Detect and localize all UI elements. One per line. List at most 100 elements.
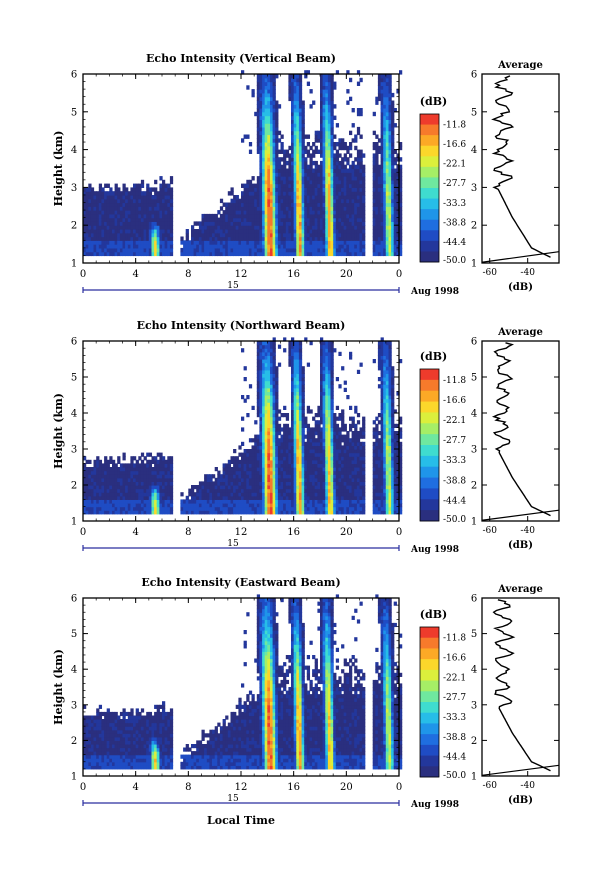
echo-cell xyxy=(133,183,137,188)
echo-cell xyxy=(296,423,300,428)
echo-cell xyxy=(259,100,263,105)
echo-cell xyxy=(259,474,263,479)
echo-cell xyxy=(188,240,192,245)
echo-cell xyxy=(296,503,300,508)
echo-cell xyxy=(267,441,271,446)
echo-cell xyxy=(259,380,263,385)
echo-cell xyxy=(359,168,363,173)
echo-cell xyxy=(293,145,297,151)
echo-cell xyxy=(219,213,224,219)
echo-cell xyxy=(306,198,311,204)
echo-cell xyxy=(298,341,303,346)
echo-cell xyxy=(162,485,166,490)
echo-cell xyxy=(259,395,263,400)
echo-cell xyxy=(143,251,147,257)
echo-cell xyxy=(114,477,118,482)
echo-cell xyxy=(270,481,274,486)
echo-cell xyxy=(241,229,245,234)
echo-cell xyxy=(293,413,297,418)
echo-cell xyxy=(383,104,387,109)
echo-cell xyxy=(159,210,163,215)
echo-cell xyxy=(285,503,290,508)
echo-cell xyxy=(154,251,158,257)
echo-cell xyxy=(85,210,89,215)
echo-cell xyxy=(272,506,276,511)
echo-cell xyxy=(296,351,300,356)
echo-cell xyxy=(275,100,279,105)
echo-cell xyxy=(288,179,292,185)
echo-cell xyxy=(296,198,300,204)
echo-cell xyxy=(293,157,297,162)
echo-cell xyxy=(241,236,245,241)
echo-cell xyxy=(256,380,261,385)
echo-cell xyxy=(259,85,263,90)
echo-cell xyxy=(272,149,276,154)
echo-cell xyxy=(167,240,171,245)
echo-cell xyxy=(304,195,308,200)
echo-cell xyxy=(98,506,103,511)
echo-cell xyxy=(156,459,160,464)
echo-cell xyxy=(112,221,116,226)
echo-cell xyxy=(148,452,153,457)
echo-cell xyxy=(325,210,329,215)
echo-cell xyxy=(322,510,326,515)
echo-cell xyxy=(272,202,276,207)
echo-cell xyxy=(304,191,308,196)
echo-cell xyxy=(309,191,313,196)
echo-cell xyxy=(230,481,234,486)
echo-cell xyxy=(138,456,142,461)
echo-cell xyxy=(154,503,158,508)
echo-cell xyxy=(127,474,132,479)
echo-cell xyxy=(377,172,382,177)
echo-cell xyxy=(272,179,276,185)
echo-cell xyxy=(117,195,121,200)
echo-cell xyxy=(148,467,153,472)
echo-cell xyxy=(146,481,150,486)
echo-cell xyxy=(246,198,250,204)
echo-cell xyxy=(275,387,279,392)
echo-cell xyxy=(391,225,395,230)
echo-cell xyxy=(320,445,324,450)
echo-cell xyxy=(264,206,268,211)
echo-cell xyxy=(251,191,255,196)
echo-cell xyxy=(125,240,129,245)
echo-cell xyxy=(241,348,245,353)
echo-cell xyxy=(291,362,295,367)
echo-cell xyxy=(354,251,358,257)
echo-cell xyxy=(83,474,87,479)
echo-cell xyxy=(241,503,245,508)
echo-cell xyxy=(322,145,326,151)
echo-cell xyxy=(314,492,318,497)
echo-cell xyxy=(267,232,271,238)
echo-cell xyxy=(222,474,226,479)
echo-cell xyxy=(385,240,390,245)
echo-cell xyxy=(262,206,266,211)
echo-cell xyxy=(264,398,268,403)
echo-cell xyxy=(246,210,250,215)
echo-cell xyxy=(243,366,247,371)
echo-cell xyxy=(251,477,255,482)
echo-cell xyxy=(130,213,134,219)
echo-cell xyxy=(243,467,247,472)
echo-cell xyxy=(159,198,163,204)
echo-cell xyxy=(285,434,290,439)
echo-cell xyxy=(391,232,395,238)
echo-cell xyxy=(349,130,353,136)
echo-cell xyxy=(138,195,142,200)
echo-cell xyxy=(322,191,326,196)
echo-cell xyxy=(375,157,379,162)
echo-cell xyxy=(320,398,324,403)
echo-cell xyxy=(296,441,300,446)
echo-cell xyxy=(117,240,121,245)
echo-cell xyxy=(117,213,121,219)
echo-cell xyxy=(241,232,245,238)
echo-cell xyxy=(330,126,334,132)
echo-cell xyxy=(88,232,92,238)
echo-cell xyxy=(241,221,245,226)
echo-cell xyxy=(283,206,287,211)
echo-cell xyxy=(309,202,313,207)
echo-cell xyxy=(270,387,274,392)
echo-cell xyxy=(88,459,92,464)
echo-cell xyxy=(164,459,168,464)
echo-cell xyxy=(383,164,387,170)
